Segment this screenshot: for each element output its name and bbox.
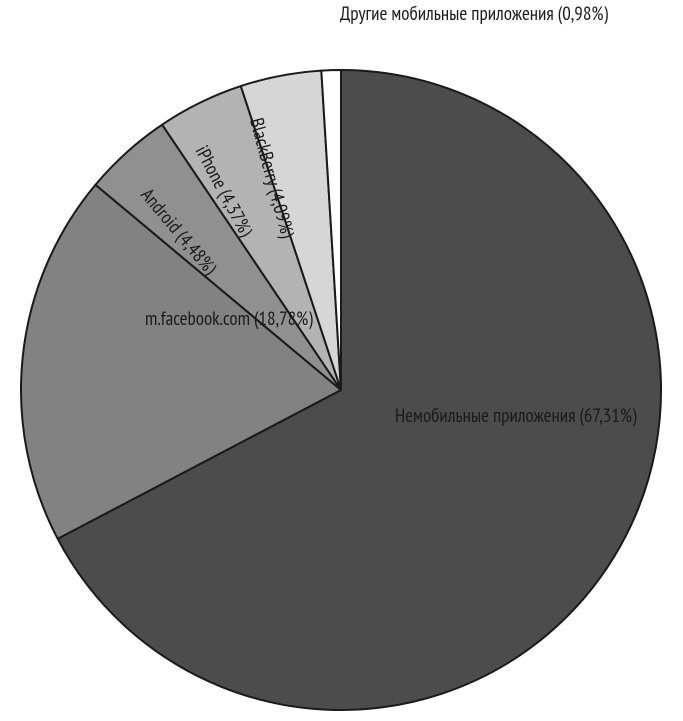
pie-chart-container: Немобильные приложения (67,31%) m.faceboo… — [0, 0, 683, 721]
label-other-mobile-external: Другие мобильные приложения (0,98%) — [340, 2, 608, 26]
label-m-facebook: m.facebook.com (18,78%) — [145, 307, 313, 331]
label-non-mobile: Немобильные приложения (67,31%) — [395, 404, 637, 428]
pie-chart-svg: Немобильные приложения (67,31%) m.faceboo… — [0, 0, 683, 721]
